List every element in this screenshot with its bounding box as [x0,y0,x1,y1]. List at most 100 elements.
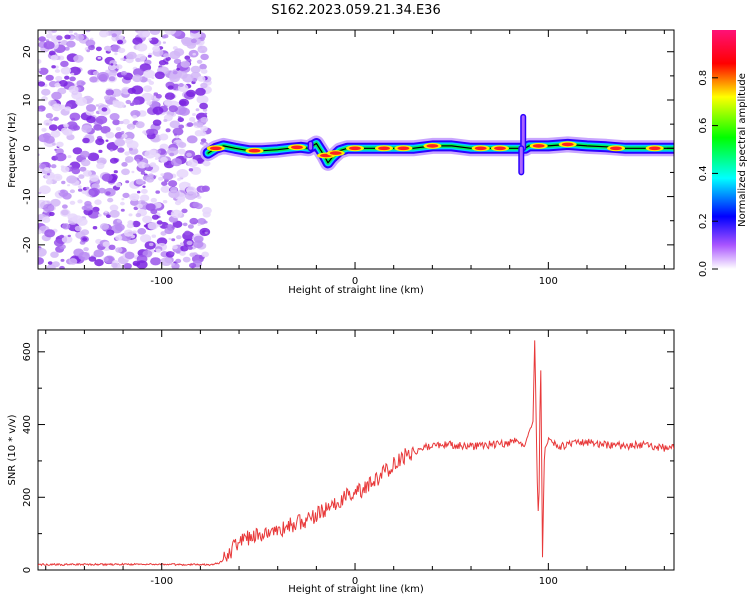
noise-speck [41,88,51,96]
noise-speck [127,87,136,94]
noise-speck [132,68,144,77]
noise-speck [109,204,119,212]
noise-speck [50,251,59,258]
noise-speck [103,95,111,101]
signal-hotspot-core [248,148,261,153]
noise-speck [115,223,125,232]
noise-speck [82,257,86,260]
noise-speck [181,208,188,214]
noise-speck [182,256,191,263]
noise-speck [164,30,177,35]
noise-speck [55,175,61,179]
noise-speck [120,201,125,206]
noise-speck [122,192,130,199]
noise-speck [60,209,71,217]
x-tick-label: -100 [150,576,173,587]
noise-speck [108,244,116,250]
noise-speck [86,49,91,53]
noise-speck [78,188,83,192]
noise-speck [60,66,72,75]
noise-speck [165,61,169,65]
noise-speck [95,46,102,52]
y-tick-label: 0 [22,567,33,573]
noise-speck [202,207,212,215]
noise-speck [46,173,51,176]
noise-speck [182,73,194,83]
noise-speck [151,214,159,220]
noise-speck [158,60,167,66]
noise-speck [125,53,134,60]
noise-speck [106,104,110,107]
noise-speck [137,228,147,235]
noise-speck [190,38,197,44]
snr-ticks: -100 0 100 0 200 400 600 [22,330,674,587]
y-tick-label: 10 [22,94,33,107]
noise-speck [108,76,116,82]
noise-speck [171,158,182,167]
signal-track [200,113,674,176]
noise-speck [64,75,70,80]
noise-speck [120,136,124,140]
noise-speck [140,171,146,175]
noise-speck [182,222,188,227]
noise-speck [38,67,49,76]
noise-speck [203,220,208,224]
noise-speck [60,258,65,262]
noise-speck [170,251,175,256]
noise-speck [64,34,71,40]
noise-speck [132,37,143,45]
signal-hotspot-core [378,146,390,151]
noise-speck [38,59,42,64]
noise-speck [136,203,143,209]
noise-speck [150,197,157,203]
noise-speck [45,113,54,119]
noise-speck [162,200,168,204]
noise-region [38,30,212,269]
noise-speck [62,130,66,134]
noise-speck [171,238,176,242]
noise-speck [94,199,102,205]
noise-speck [92,71,100,76]
noise-speck [48,50,56,56]
noise-speck [45,179,53,185]
noise-speck [81,124,92,133]
y-tick-label: 200 [22,488,33,507]
noise-speck [69,76,76,82]
noise-speck [175,258,182,264]
noise-speck [116,219,122,223]
noise-speck [53,116,59,121]
noise-speck [87,152,100,162]
noise-speck [115,182,122,188]
noise-speck [119,120,124,125]
noise-speck [115,126,122,131]
noise-speck [163,53,170,58]
signal-hotspot-core [494,146,506,151]
noise-speck [132,99,141,106]
noise-speck [135,57,141,63]
noise-speck [196,59,203,64]
signal-hotspot-core [561,142,574,147]
noise-speck [50,198,61,207]
noise-speck [117,147,125,153]
noise-speck [187,183,191,186]
noise-speck [202,160,211,167]
noise-speck [60,166,70,173]
noise-speck [104,45,112,52]
spectrogram-ylabel: Frequency (Hz) [7,112,18,188]
noise-speck [122,118,130,125]
noise-speck [147,222,158,230]
noise-speck [121,197,125,201]
noise-speck [173,48,185,57]
colorbar-tick-label: 0.2 [698,213,709,229]
noise-speck [178,83,184,87]
noise-speck [137,161,147,169]
noise-speck [51,65,56,69]
y-tick-label: -10 [22,188,33,204]
noise-speck [49,124,58,131]
noise-speck [70,36,75,40]
noise-speck [97,56,102,60]
noise-speck [163,99,173,106]
noise-speck [71,167,81,175]
noise-speck [44,229,56,238]
noise-speck [173,133,178,136]
